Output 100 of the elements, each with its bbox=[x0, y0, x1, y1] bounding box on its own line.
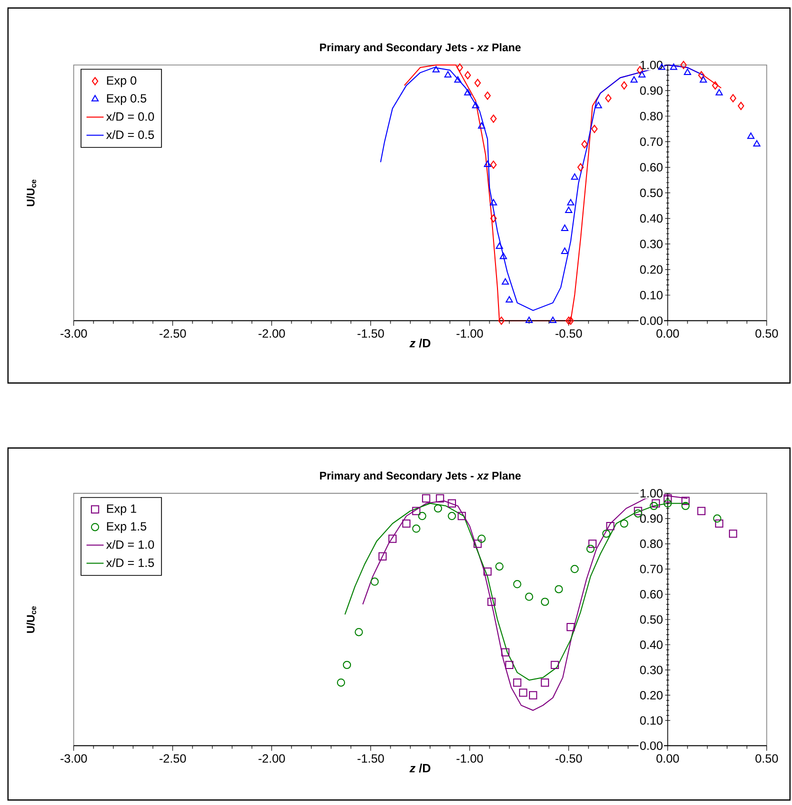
point bbox=[728, 530, 738, 538]
point bbox=[477, 534, 486, 543]
point bbox=[474, 78, 481, 87]
point bbox=[561, 248, 568, 254]
point bbox=[588, 540, 597, 548]
point bbox=[586, 544, 595, 553]
point bbox=[566, 316, 572, 325]
point bbox=[484, 92, 491, 100]
chart-title: Primary and Secondary Jets - xz Plane bbox=[320, 43, 521, 54]
legend-label: Exp 0.5 bbox=[107, 94, 146, 105]
point bbox=[505, 660, 514, 670]
point bbox=[495, 562, 504, 571]
point bbox=[712, 81, 718, 90]
point bbox=[464, 71, 471, 80]
point bbox=[448, 499, 456, 508]
x-tick-label: -1.00 bbox=[456, 754, 483, 763]
point bbox=[525, 592, 534, 601]
point bbox=[412, 524, 420, 533]
y-tick-label: 1.00 bbox=[640, 489, 663, 498]
point bbox=[638, 71, 646, 78]
point bbox=[490, 198, 498, 206]
point bbox=[550, 660, 559, 670]
x-tick-label: -1.00 bbox=[456, 329, 483, 338]
point bbox=[490, 114, 497, 123]
x-tick-label: 0.00 bbox=[656, 329, 679, 338]
y-tick-label: 0.10 bbox=[640, 290, 663, 300]
point bbox=[698, 71, 705, 80]
point bbox=[561, 224, 568, 231]
point bbox=[713, 514, 722, 523]
point bbox=[605, 94, 612, 102]
y-tick-label: 0.40 bbox=[640, 214, 663, 223]
point bbox=[738, 102, 744, 110]
y-tick-label: 0.90 bbox=[640, 86, 663, 95]
legend-label: Exp 0 bbox=[107, 76, 136, 88]
point bbox=[434, 504, 442, 513]
point bbox=[567, 198, 574, 206]
point bbox=[444, 71, 452, 78]
point bbox=[540, 678, 550, 687]
y-tick-label: 0.40 bbox=[640, 640, 663, 649]
y-tick-label: 0.80 bbox=[640, 112, 663, 120]
point bbox=[730, 94, 736, 102]
y-tick-label: 0.70 bbox=[640, 137, 663, 146]
y-tick-label: 0.70 bbox=[640, 564, 663, 574]
y-tick-label: 0.60 bbox=[640, 590, 663, 598]
x-tick-label: -0.50 bbox=[556, 329, 582, 338]
y-tick-label: 0.80 bbox=[640, 540, 663, 548]
point bbox=[540, 598, 550, 606]
point bbox=[490, 160, 497, 169]
point bbox=[715, 519, 724, 528]
point bbox=[502, 278, 509, 285]
point bbox=[513, 580, 522, 588]
y-tick-label: 0.20 bbox=[640, 690, 663, 700]
point bbox=[620, 81, 628, 90]
y-tick-label: 0.90 bbox=[640, 514, 663, 523]
x-axis-title: z /D bbox=[409, 338, 430, 348]
point bbox=[378, 552, 387, 560]
point bbox=[664, 499, 672, 508]
x-tick-label: -1.50 bbox=[358, 329, 384, 338]
point bbox=[567, 316, 574, 325]
legend-label: x/D = 0.0 bbox=[106, 112, 154, 121]
legend-label: x/D = 0.5 bbox=[106, 130, 154, 139]
point bbox=[566, 622, 575, 632]
point bbox=[436, 494, 444, 502]
y-tick-label: 0.00 bbox=[640, 316, 663, 325]
y-tick-label: 0.50 bbox=[640, 188, 663, 198]
point bbox=[525, 316, 533, 323]
point bbox=[456, 63, 464, 72]
point bbox=[513, 678, 522, 687]
point bbox=[448, 512, 456, 520]
point bbox=[498, 316, 505, 325]
point bbox=[370, 578, 379, 586]
x-tick-label: -3.00 bbox=[60, 329, 87, 338]
point bbox=[464, 89, 472, 96]
x-tick-label: -2.50 bbox=[160, 754, 186, 763]
point bbox=[501, 648, 510, 656]
point bbox=[606, 522, 614, 530]
point bbox=[577, 163, 584, 172]
x-tick-label: -2.50 bbox=[160, 329, 186, 338]
point bbox=[602, 530, 610, 538]
point bbox=[483, 567, 492, 576]
point bbox=[620, 519, 628, 528]
point bbox=[496, 242, 504, 249]
point bbox=[571, 173, 578, 180]
point bbox=[591, 124, 598, 134]
point bbox=[652, 499, 660, 508]
x-tick-label: -2.00 bbox=[258, 329, 285, 338]
point bbox=[753, 140, 760, 147]
y-tick-label: 0.20 bbox=[640, 265, 663, 274]
point bbox=[747, 132, 754, 139]
point bbox=[432, 66, 440, 72]
point bbox=[670, 63, 678, 70]
point bbox=[484, 160, 492, 168]
x-tick-label: 0.50 bbox=[756, 754, 778, 763]
point bbox=[458, 512, 466, 520]
point bbox=[422, 494, 430, 502]
legend-label: x/D = 1.0 bbox=[106, 540, 154, 549]
y-tick-label: 0.00 bbox=[640, 741, 663, 750]
point bbox=[388, 534, 397, 543]
point bbox=[354, 628, 363, 636]
legend-label: x/D = 1.5 bbox=[106, 558, 154, 567]
